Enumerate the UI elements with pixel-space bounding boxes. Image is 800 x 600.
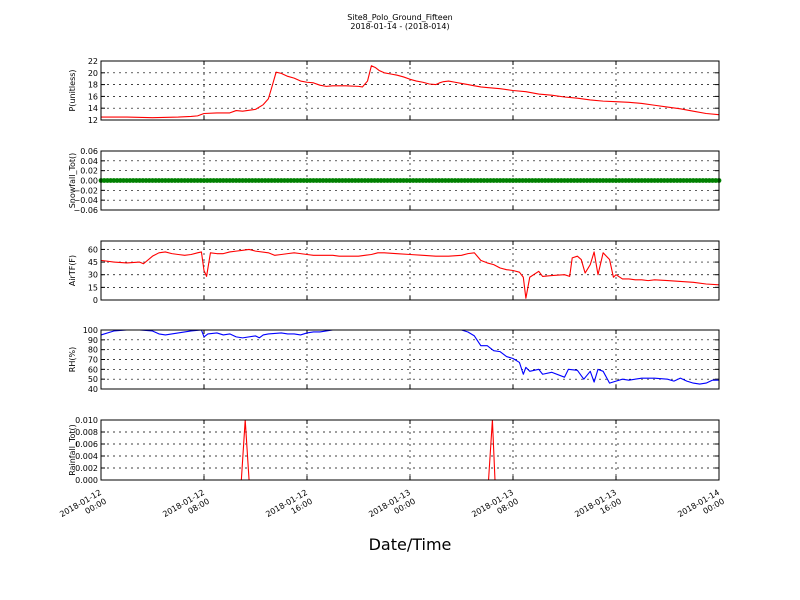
- panel-frame: [100, 329, 720, 390]
- y-tick-label: 0.02: [80, 167, 98, 176]
- panel-4: 0.000 0.002 0.004 0.006 0.008 0.010Rainfall_T…: [68, 416, 720, 485]
- panel-1: −0.06−0.04−0.020.000.020.040.06Snowfall_…: [68, 147, 722, 215]
- chart-subtitle: 2018-01-14 - (2018-014): [350, 22, 449, 31]
- y-axis-label: Rainfall_Tot(): [68, 424, 77, 476]
- y-axis-label: AirTF(F): [68, 255, 77, 286]
- y-tick-label: 0: [93, 296, 98, 305]
- x-tick-label: 2018-01-1200:00: [58, 488, 108, 528]
- panel-2: 0 15 30 45 60 AirTF(F): [68, 240, 720, 305]
- panel-frame: [100, 419, 720, 481]
- x-tick-label: 2018-01-1400:00: [676, 488, 726, 528]
- chart-panels: 121416182022P(unitless)−0.06−0.04−0.020.…: [68, 57, 722, 485]
- y-tick-label: 14: [88, 104, 98, 113]
- series-line: [100, 248, 720, 299]
- y-tick-label: 15: [88, 283, 98, 292]
- y-tick-label: 50: [88, 375, 98, 384]
- y-tick-label: 0.010: [75, 416, 98, 425]
- panel-frame: [100, 60, 720, 121]
- x-tick-label: 2018-01-1300:00: [367, 488, 417, 528]
- y-tick-label: 0.008: [75, 428, 98, 437]
- x-axis-label: Date/Time: [369, 535, 452, 554]
- y-tick-label: 0.002: [75, 464, 98, 473]
- x-tick-label: 2018-01-1316:00: [573, 488, 623, 528]
- x-tick-label: 2018-01-1208:00: [161, 488, 211, 528]
- y-tick-label: 0.00: [80, 177, 98, 186]
- y-axis-label: Snowfall_Tot(): [68, 153, 77, 209]
- y-axis-label: RH(%): [68, 347, 77, 372]
- y-tick-label: −0.04: [73, 196, 98, 205]
- y-tick-label: 45: [88, 258, 98, 267]
- y-tick-label: 20: [88, 69, 98, 78]
- y-tick-label: 0.004: [75, 452, 98, 461]
- panel-0: 12 14 16 18 20 22 P(unitless): [68, 57, 720, 125]
- y-tick-label: 12: [88, 116, 98, 125]
- y-tick-label: 60: [88, 365, 98, 374]
- y-tick-label: 22: [88, 57, 98, 66]
- series-line: [101, 65, 720, 119]
- panel-frame: [100, 240, 720, 301]
- panel-frame: [100, 150, 720, 211]
- y-tick-label: 30: [88, 271, 98, 280]
- y-tick-label: 40: [88, 385, 98, 394]
- y-tick-label: −0.06: [73, 206, 98, 215]
- y-tick-label: 90: [88, 336, 98, 345]
- y-tick-label: 0.04: [80, 157, 98, 166]
- chart-title: Site8_Polo_Ground_Fifteen: [347, 13, 452, 22]
- y-tick-label: 70: [88, 356, 98, 365]
- y-axis-label: P(unitless): [68, 69, 77, 111]
- y-tick-label: 0.000: [75, 476, 98, 485]
- y-tick-label: 0.006: [75, 440, 98, 449]
- x-tick-label: 2018-01-1216:00: [264, 488, 314, 528]
- series-line: [100, 329, 719, 385]
- y-tick-label: 18: [88, 81, 98, 90]
- y-tick-label: −0.02: [73, 186, 98, 195]
- x-tick-label: 2018-01-1308:00: [470, 488, 520, 528]
- y-tick-label: 60: [88, 245, 98, 254]
- y-tick-label: 0.06: [80, 147, 98, 156]
- x-axis-ticks: 2018-01-1200:00 2018-01-1208:00 2018-01-12…: [58, 488, 726, 528]
- y-tick-label: 80: [88, 346, 98, 355]
- y-tick-label: 16: [88, 92, 98, 101]
- y-tick-label: 100: [83, 326, 98, 335]
